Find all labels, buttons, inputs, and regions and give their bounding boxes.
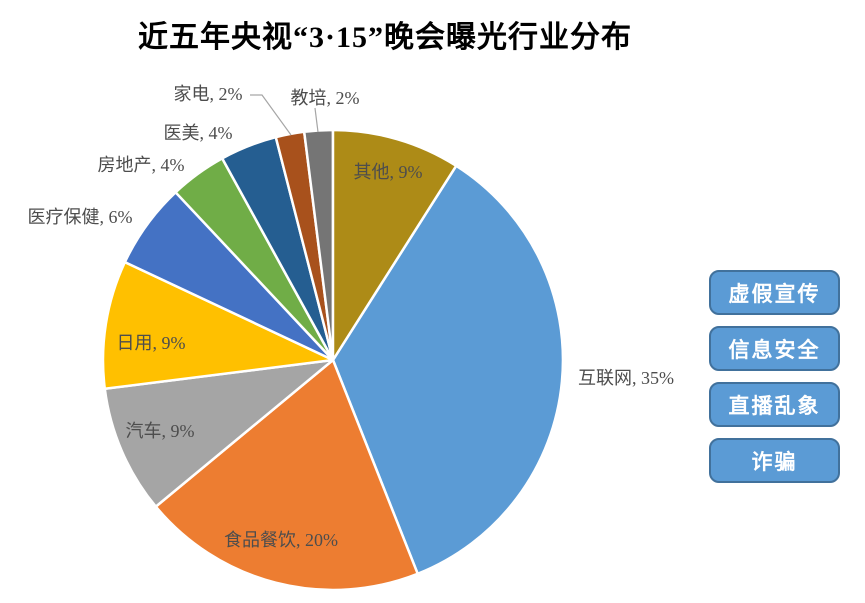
slice-label-3: 日用, 9% bbox=[117, 333, 186, 353]
slice-label-4: 医疗保健, 6% bbox=[28, 207, 133, 227]
slice-label-1: 食品餐饮, 20% bbox=[224, 530, 338, 550]
badge-false-advertising[interactable]: 虚假宣传 bbox=[709, 270, 840, 315]
badge-information-security[interactable]: 信息安全 bbox=[709, 326, 840, 371]
badge-label: 诈骗 bbox=[751, 449, 798, 474]
slice-label-0: 互联网, 35% bbox=[578, 368, 674, 388]
badge-label: 信息安全 bbox=[728, 337, 821, 362]
slice-label-6: 医美, 4% bbox=[164, 123, 233, 143]
slice-label-2: 汽车, 9% bbox=[126, 421, 195, 441]
badge-label: 虚假宣传 bbox=[728, 281, 821, 306]
badge-livestream-chaos[interactable]: 直播乱象 bbox=[709, 382, 840, 427]
badge-fraud[interactable]: 诈骗 bbox=[709, 438, 840, 483]
slice-label-9: 其他, 9% bbox=[354, 162, 423, 182]
badge-label: 直播乱象 bbox=[728, 393, 821, 418]
pie-slice-3 bbox=[101, 260, 335, 391]
pie-slice-0 bbox=[331, 164, 565, 576]
label-leader-line-1 bbox=[314, 107, 319, 133]
label-leader-line-0 bbox=[250, 94, 292, 136]
pie-slice-2 bbox=[103, 358, 335, 508]
slice-label-7: 家电, 2% bbox=[174, 84, 243, 104]
category-badges: 虚假宣传 信息安全 直播乱象 诈骗 bbox=[709, 270, 840, 483]
chart-title: 近五年央视“3·15”晚会曝光行业分布 bbox=[137, 21, 632, 54]
slice-label-5: 房地产, 4% bbox=[98, 155, 185, 175]
slice-label-8: 教培, 2% bbox=[291, 88, 360, 108]
pie-slice-1 bbox=[154, 358, 419, 592]
pie-slice-9 bbox=[331, 128, 458, 362]
